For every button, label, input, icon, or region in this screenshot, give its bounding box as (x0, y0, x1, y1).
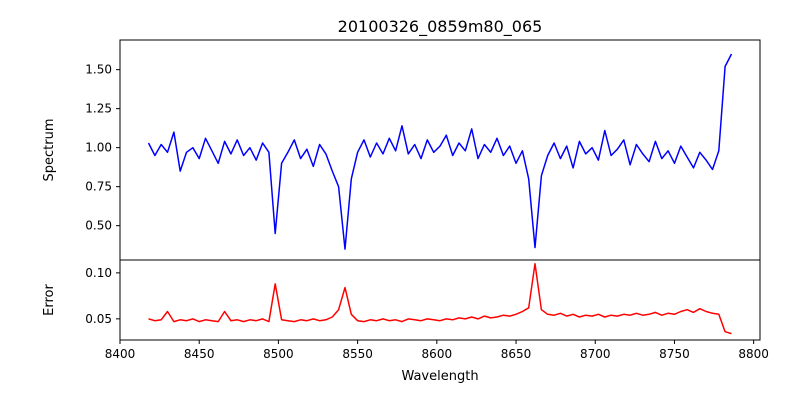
y-tick-label: 1.00 (85, 141, 112, 155)
x-tick-label: 8650 (501, 347, 532, 361)
y-tick-label: 0.50 (85, 219, 112, 233)
y-tick-label: 1.50 (85, 63, 112, 77)
error-line (148, 262, 732, 335)
x-tick-label: 8550 (342, 347, 373, 361)
spectrum-line (147, 53, 733, 250)
y-tick-label: 1.25 (85, 102, 112, 116)
x-tick-label: 8400 (105, 347, 136, 361)
axes-frame-spectrum (119, 39, 761, 261)
x-axis-label: Wavelength (401, 369, 478, 384)
chart-title: 20100326_0859m80_065 (338, 17, 543, 37)
x-tick-label: 8800 (738, 347, 769, 361)
axes-frame-error (119, 259, 761, 341)
x-tick-label: 8450 (184, 347, 215, 361)
x-tick-label: 8500 (263, 347, 294, 361)
y-tick-label: 0.10 (85, 266, 112, 280)
y-tick-label: 0.05 (85, 312, 112, 326)
x-tick-label: 8750 (659, 347, 690, 361)
x-tick-label: 8600 (422, 347, 453, 361)
y-axis-label-error: Error (42, 284, 57, 316)
y-axis-label-spectrum: Spectrum (42, 119, 57, 182)
y-tick-label: 0.75 (85, 180, 112, 194)
x-tick-label: 8700 (580, 347, 611, 361)
